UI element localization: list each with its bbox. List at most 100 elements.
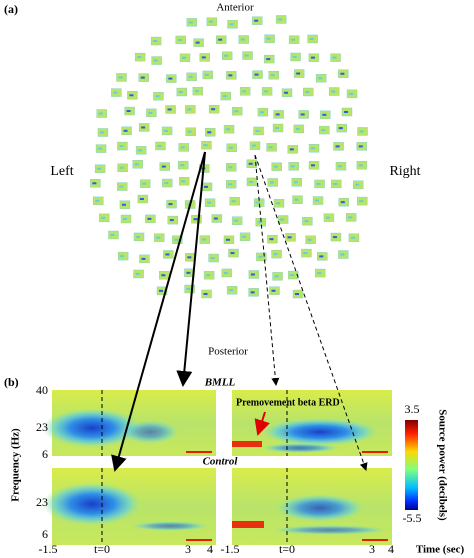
source-tile [353, 180, 364, 189]
source-tile [176, 87, 188, 97]
source-tile [307, 34, 318, 44]
source-tile [138, 73, 149, 82]
source-tile [166, 199, 177, 209]
source-tile [246, 159, 257, 168]
source-tile [159, 271, 170, 280]
source-tile [178, 160, 189, 170]
y-axis-title: Frequency (Hz) [10, 428, 22, 502]
source-tile [151, 56, 162, 65]
source-tile [133, 232, 145, 242]
source-tile [117, 182, 128, 191]
source-tile [290, 52, 301, 62]
annotation: Premovement beta ERD [236, 397, 340, 408]
source-tile [226, 71, 237, 80]
source-tile [308, 144, 320, 153]
heatmap-control-right [232, 468, 392, 545]
source-tile [163, 250, 174, 259]
source-tile [206, 17, 218, 26]
y-tick-label: 23 [36, 495, 48, 509]
source-tile [221, 51, 233, 61]
source-tile [193, 38, 204, 47]
source-tile [273, 199, 285, 208]
source-tile [201, 140, 212, 150]
source-tile [357, 196, 368, 206]
left-label: Left [50, 164, 73, 179]
panel-label: (b) [4, 375, 19, 389]
source-tile [267, 178, 278, 187]
source-tile [111, 88, 122, 97]
t0-lines [101, 390, 288, 545]
source-tile [287, 145, 299, 154]
source-tile [191, 214, 202, 224]
source-tile [335, 161, 347, 171]
source-tile [132, 160, 143, 169]
source-tile [239, 232, 251, 242]
source-tile [95, 144, 107, 153]
source-tile [231, 216, 243, 225]
source-tile [333, 142, 344, 151]
source-tile [239, 87, 251, 96]
source-tile [201, 182, 213, 192]
source-tile [338, 250, 349, 259]
source-tile [252, 70, 263, 79]
source-tile [231, 107, 243, 116]
posterior-label: Posterior [208, 346, 248, 358]
source-tiles [90, 15, 368, 299]
source-tile [221, 268, 233, 278]
source-tile [156, 286, 168, 296]
source-tile [246, 177, 258, 187]
annotation-arrow [254, 411, 270, 436]
source-tile [338, 69, 349, 78]
source-tile [99, 213, 110, 223]
source-tile [285, 233, 296, 242]
source-tile [336, 123, 347, 133]
source-tile [208, 253, 219, 263]
source-tile [328, 87, 340, 96]
source-tile [288, 35, 300, 44]
right-label: Right [389, 164, 420, 179]
source-tile [117, 251, 129, 261]
source-tile [161, 126, 173, 136]
x-tick-label: 3 [185, 542, 191, 556]
source-tile [292, 289, 304, 299]
source-tile [228, 248, 239, 258]
source-tile [116, 73, 127, 82]
source-tile [203, 271, 215, 280]
source-tile [242, 51, 253, 60]
control-label: Control [203, 456, 239, 468]
source-tile [178, 177, 190, 186]
y-tick-label: 40 [36, 383, 48, 397]
source-tile [150, 36, 162, 46]
source-tile [249, 141, 261, 150]
source-tile [341, 107, 353, 117]
source-tile [223, 235, 235, 244]
source-tile [308, 161, 320, 170]
source-tile [264, 54, 275, 64]
source-tile [199, 53, 210, 62]
source-tile [248, 270, 260, 279]
source-tile [345, 213, 357, 222]
source-tile [185, 127, 196, 136]
source-tile [238, 35, 249, 44]
source-tile [120, 214, 132, 224]
source-tile [312, 196, 324, 205]
y-tick-label: 23 [36, 420, 48, 434]
source-tile [90, 179, 101, 188]
source-tile [319, 125, 330, 135]
source-tile [153, 92, 164, 101]
colorbar-title: Source power (decibels) [436, 409, 448, 521]
source-tile [204, 198, 216, 207]
source-tile [330, 53, 341, 62]
source-tile [272, 123, 284, 133]
source-tile [314, 268, 326, 278]
y-tick-label: 6 [42, 447, 48, 461]
source-tile [267, 234, 278, 244]
source-tile [124, 106, 135, 116]
source-tile [293, 69, 305, 78]
source-tile [357, 127, 368, 136]
colorbar [405, 420, 418, 510]
source-tile [139, 179, 151, 188]
heatmap-control-left [42, 468, 216, 545]
source-tile [175, 35, 186, 45]
